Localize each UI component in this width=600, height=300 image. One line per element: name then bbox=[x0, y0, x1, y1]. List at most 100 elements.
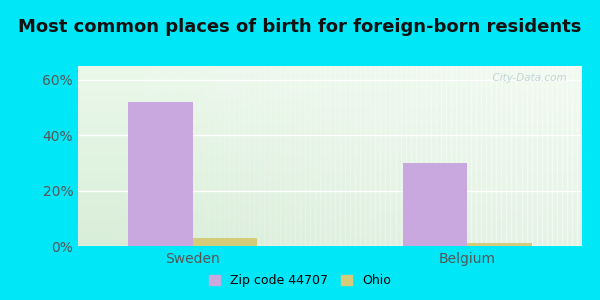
Bar bbox=[78, 161, 582, 163]
Bar bbox=[78, 226, 582, 228]
Bar bbox=[78, 232, 582, 233]
Bar bbox=[78, 158, 582, 160]
Bar bbox=[209, 66, 214, 246]
Bar bbox=[275, 66, 280, 246]
Bar bbox=[310, 66, 315, 246]
Bar bbox=[78, 239, 582, 241]
Bar bbox=[78, 176, 582, 178]
Bar bbox=[385, 66, 391, 246]
Bar bbox=[461, 66, 466, 246]
Bar bbox=[78, 109, 582, 111]
Bar bbox=[78, 98, 582, 100]
Bar bbox=[133, 66, 139, 246]
Text: City-Data.com: City-Data.com bbox=[486, 73, 567, 83]
Bar bbox=[78, 219, 582, 221]
Bar bbox=[78, 221, 582, 223]
Bar bbox=[154, 66, 158, 246]
Bar bbox=[179, 66, 184, 246]
Bar bbox=[416, 66, 421, 246]
Bar bbox=[78, 102, 582, 104]
Bar bbox=[284, 66, 290, 246]
Bar bbox=[98, 66, 103, 246]
Bar bbox=[78, 233, 582, 235]
Bar bbox=[78, 228, 582, 230]
Bar bbox=[78, 100, 582, 102]
Bar bbox=[158, 66, 164, 246]
Bar bbox=[103, 66, 108, 246]
Bar bbox=[78, 93, 582, 95]
Bar bbox=[194, 66, 199, 246]
Bar bbox=[486, 66, 491, 246]
Bar bbox=[78, 140, 582, 142]
Bar bbox=[78, 242, 582, 244]
Bar bbox=[244, 66, 250, 246]
Bar bbox=[360, 66, 365, 246]
Bar bbox=[139, 66, 143, 246]
Bar bbox=[265, 66, 269, 246]
Bar bbox=[345, 66, 350, 246]
Bar bbox=[511, 66, 517, 246]
Bar bbox=[204, 66, 209, 246]
Bar bbox=[547, 66, 552, 246]
Bar bbox=[229, 66, 234, 246]
Bar bbox=[78, 77, 582, 79]
Bar bbox=[78, 214, 582, 215]
Bar bbox=[78, 194, 582, 196]
Bar bbox=[259, 66, 265, 246]
Bar bbox=[395, 66, 401, 246]
Bar bbox=[78, 224, 582, 226]
Bar bbox=[78, 179, 582, 181]
Bar bbox=[78, 196, 582, 197]
Bar bbox=[124, 66, 128, 246]
Bar bbox=[78, 152, 582, 154]
Bar bbox=[78, 174, 582, 176]
Bar bbox=[78, 125, 582, 127]
Bar bbox=[572, 66, 577, 246]
Bar bbox=[78, 116, 582, 118]
Bar bbox=[93, 66, 98, 246]
Bar bbox=[78, 178, 582, 179]
Bar bbox=[108, 66, 113, 246]
Bar bbox=[78, 237, 582, 239]
Bar bbox=[78, 138, 582, 140]
Bar bbox=[78, 73, 582, 75]
Bar bbox=[169, 66, 174, 246]
Bar bbox=[542, 66, 547, 246]
Bar bbox=[521, 66, 527, 246]
Bar bbox=[280, 66, 284, 246]
Bar bbox=[78, 181, 582, 183]
Bar bbox=[78, 169, 582, 170]
Bar bbox=[219, 66, 224, 246]
Bar bbox=[421, 66, 426, 246]
Bar bbox=[300, 66, 305, 246]
Bar bbox=[78, 163, 582, 165]
Bar bbox=[214, 66, 219, 246]
Bar bbox=[78, 188, 582, 190]
Bar bbox=[78, 129, 582, 131]
Bar bbox=[78, 70, 582, 71]
Bar bbox=[78, 190, 582, 192]
Bar bbox=[380, 66, 385, 246]
Bar bbox=[254, 66, 259, 246]
Bar bbox=[355, 66, 360, 246]
Bar bbox=[78, 113, 582, 115]
Bar bbox=[78, 145, 582, 147]
Bar bbox=[78, 167, 582, 169]
Bar bbox=[78, 230, 582, 232]
Bar bbox=[78, 91, 582, 93]
Bar bbox=[78, 156, 582, 158]
Legend: Zip code 44707, Ohio: Zip code 44707, Ohio bbox=[205, 270, 395, 291]
Bar bbox=[78, 127, 582, 129]
Bar bbox=[78, 95, 582, 97]
Bar bbox=[436, 66, 441, 246]
Bar bbox=[78, 131, 582, 133]
Bar bbox=[517, 66, 521, 246]
Bar bbox=[335, 66, 340, 246]
Bar bbox=[441, 66, 446, 246]
Bar bbox=[239, 66, 244, 246]
Bar bbox=[577, 66, 582, 246]
Bar bbox=[527, 66, 532, 246]
Bar bbox=[78, 88, 582, 89]
Bar bbox=[491, 66, 496, 246]
Bar bbox=[78, 118, 582, 120]
